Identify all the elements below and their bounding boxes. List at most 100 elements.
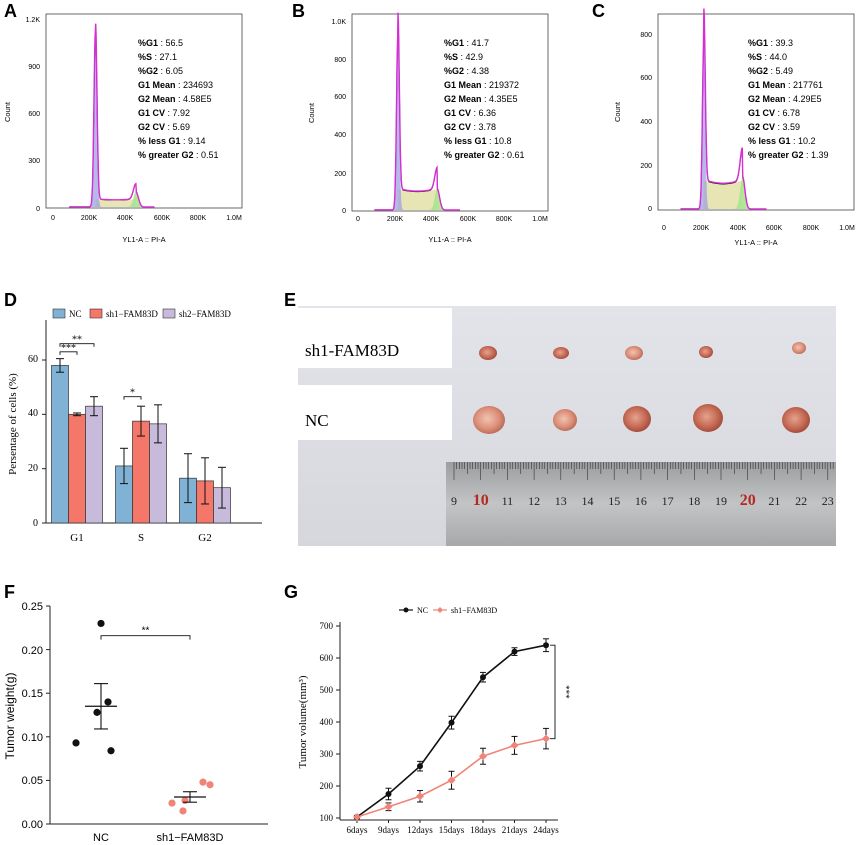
y-tick-label: 1.2K: [26, 17, 41, 24]
y-tick-label: 400: [640, 119, 652, 126]
data-point: [511, 648, 518, 655]
legend-label-nc: NC: [417, 606, 428, 615]
y-tick-label: 0.00: [22, 819, 43, 831]
y-tick-label: 100: [320, 813, 334, 823]
stat-row: G2 CV : 3.59: [748, 122, 800, 132]
x-tick-label: 1.0M: [839, 225, 855, 232]
ruler-number: 16: [635, 494, 647, 508]
y-tick-label: 0.20: [22, 645, 43, 657]
data-point: [104, 698, 112, 706]
y-axis-label: Persentage of cells (%): [7, 373, 19, 475]
x-tick-label: S: [138, 532, 144, 544]
panel-letter-c: C: [592, 1, 605, 21]
stat-row: %G2 : 5.49: [748, 66, 793, 76]
y-tick-label: 0: [36, 206, 40, 213]
panel-letter-b: B: [292, 1, 305, 21]
data-point: [417, 763, 423, 770]
tumor: [473, 406, 505, 434]
significance-label: **: [72, 335, 82, 346]
tumor: [782, 407, 810, 433]
legend-label-nc: NC: [69, 309, 82, 319]
x-tick-label: 0: [51, 215, 55, 222]
ruler-number: 22: [795, 494, 807, 508]
y-tick-label: 600: [334, 94, 346, 101]
y-axis-label: Count: [3, 101, 12, 122]
significance-bracket: [123, 396, 142, 400]
x-tick-label: 200K: [387, 216, 404, 223]
x-tick-label: NC: [93, 832, 109, 844]
plot-frame: [351, 13, 549, 212]
tumor: [553, 409, 577, 431]
x-tick-labels: 0 200K 400K 600K 800K 1.0M: [356, 216, 548, 223]
y-tick-label: 0: [342, 208, 346, 215]
stat-row: G2 CV : 5.69: [138, 122, 190, 132]
tumor: [553, 347, 569, 359]
y-axis-label: Count: [307, 102, 316, 123]
tumors-sh1: [479, 342, 806, 360]
panel-letter-g: G: [284, 582, 298, 602]
ruler-number: 10: [473, 492, 489, 509]
line-marks: ***: [353, 638, 571, 822]
panel-letter-f: F: [4, 582, 15, 602]
y-tick-label: 200: [320, 781, 334, 791]
g2-peak-area: [69, 192, 155, 207]
legend-swatch-nc: [52, 308, 66, 319]
stats-block: %G1 : 56.5 %S : 27.1 %G2 : 6.05 G1 Mean …: [138, 38, 219, 160]
stat-row: G1 CV : 7.92: [138, 108, 190, 118]
data-point: [384, 802, 393, 811]
stat-row: %G2 : 4.38: [444, 66, 489, 76]
x-tick-label: 0: [356, 216, 360, 223]
y-tick-label: 700: [320, 621, 334, 631]
plot-frame: [657, 13, 855, 211]
y-tick-label: 500: [320, 685, 334, 695]
legend-label-sh1: sh1−FAM83D: [106, 309, 158, 319]
y-axis-label: Tumor volume(mm³): [297, 675, 309, 768]
significance-bracket: [550, 644, 556, 740]
stat-row: % less G1 : 10.8: [444, 136, 512, 146]
stat-row: G1 Mean : 234693: [138, 80, 213, 90]
label-card-nc: [298, 385, 452, 440]
y-tick-label: 0.15: [22, 688, 43, 700]
x-axis-label: YL1-A :: PI-A: [428, 235, 471, 244]
stat-row: % less G1 : 9.14: [138, 136, 206, 146]
ruler-ticks: [453, 462, 834, 480]
tumor-photo: sh1-FAM83D NC 9 10 11 12 13 14 15 16 17 18 19 20 21 2…: [298, 306, 836, 546]
y-tick-label: 900: [28, 64, 40, 71]
data-point: [72, 739, 80, 747]
legend-label-sh1: sh1−FAM83D: [451, 606, 497, 615]
plot-frame: [45, 13, 243, 209]
x-tick-label: G1: [70, 532, 83, 544]
data-point: [107, 747, 115, 755]
x-tick-labels: 0 200K 400K 600K 800K 1.0M: [51, 215, 242, 222]
x-tick-label: 12days: [407, 825, 433, 835]
stat-row: G1 CV : 6.78: [748, 108, 800, 118]
x-tick-label: 800K: [496, 216, 513, 223]
ruler-number: 11: [502, 494, 514, 508]
stat-row: G1 CV : 6.36: [444, 108, 496, 118]
y-axis-label: Tumor weight(g): [3, 673, 17, 760]
y-tick-labels: 0 20 40 60: [28, 354, 38, 529]
data-point: [447, 776, 456, 785]
stat-row: % less G1 : 10.2: [748, 136, 816, 146]
data-histogram-line: [680, 8, 767, 210]
x-tick-label: 1.0M: [226, 215, 242, 222]
significance-brackets: ******: [59, 335, 142, 400]
y-tick-label: 400: [334, 132, 346, 139]
x-tick-label: 0: [662, 225, 666, 232]
tumors-nc: [473, 404, 810, 434]
y-tick-label: 0: [648, 206, 652, 213]
y-tick-labels: 0 200 400 600 800: [640, 32, 652, 213]
x-tick-labels: G1 S G2: [70, 532, 211, 544]
legend-swatch-sh1: [89, 308, 103, 319]
bar: [51, 365, 69, 524]
data-point: [542, 734, 550, 743]
x-tick-labels: 6days 9days 12days 15days 18days 21days 24days: [347, 820, 559, 835]
y-tick-label: 0.25: [22, 601, 43, 613]
histogram-curves: [69, 23, 155, 208]
x-axis-label: YL1-A :: PI-A: [122, 235, 165, 244]
tumor: [623, 406, 651, 432]
stat-row: % greater G2 : 1.39: [748, 150, 829, 160]
stat-row: G1 Mean : 219372: [444, 80, 519, 90]
x-tick-label: G2: [198, 532, 211, 544]
x-tick-label: 400K: [730, 225, 747, 232]
